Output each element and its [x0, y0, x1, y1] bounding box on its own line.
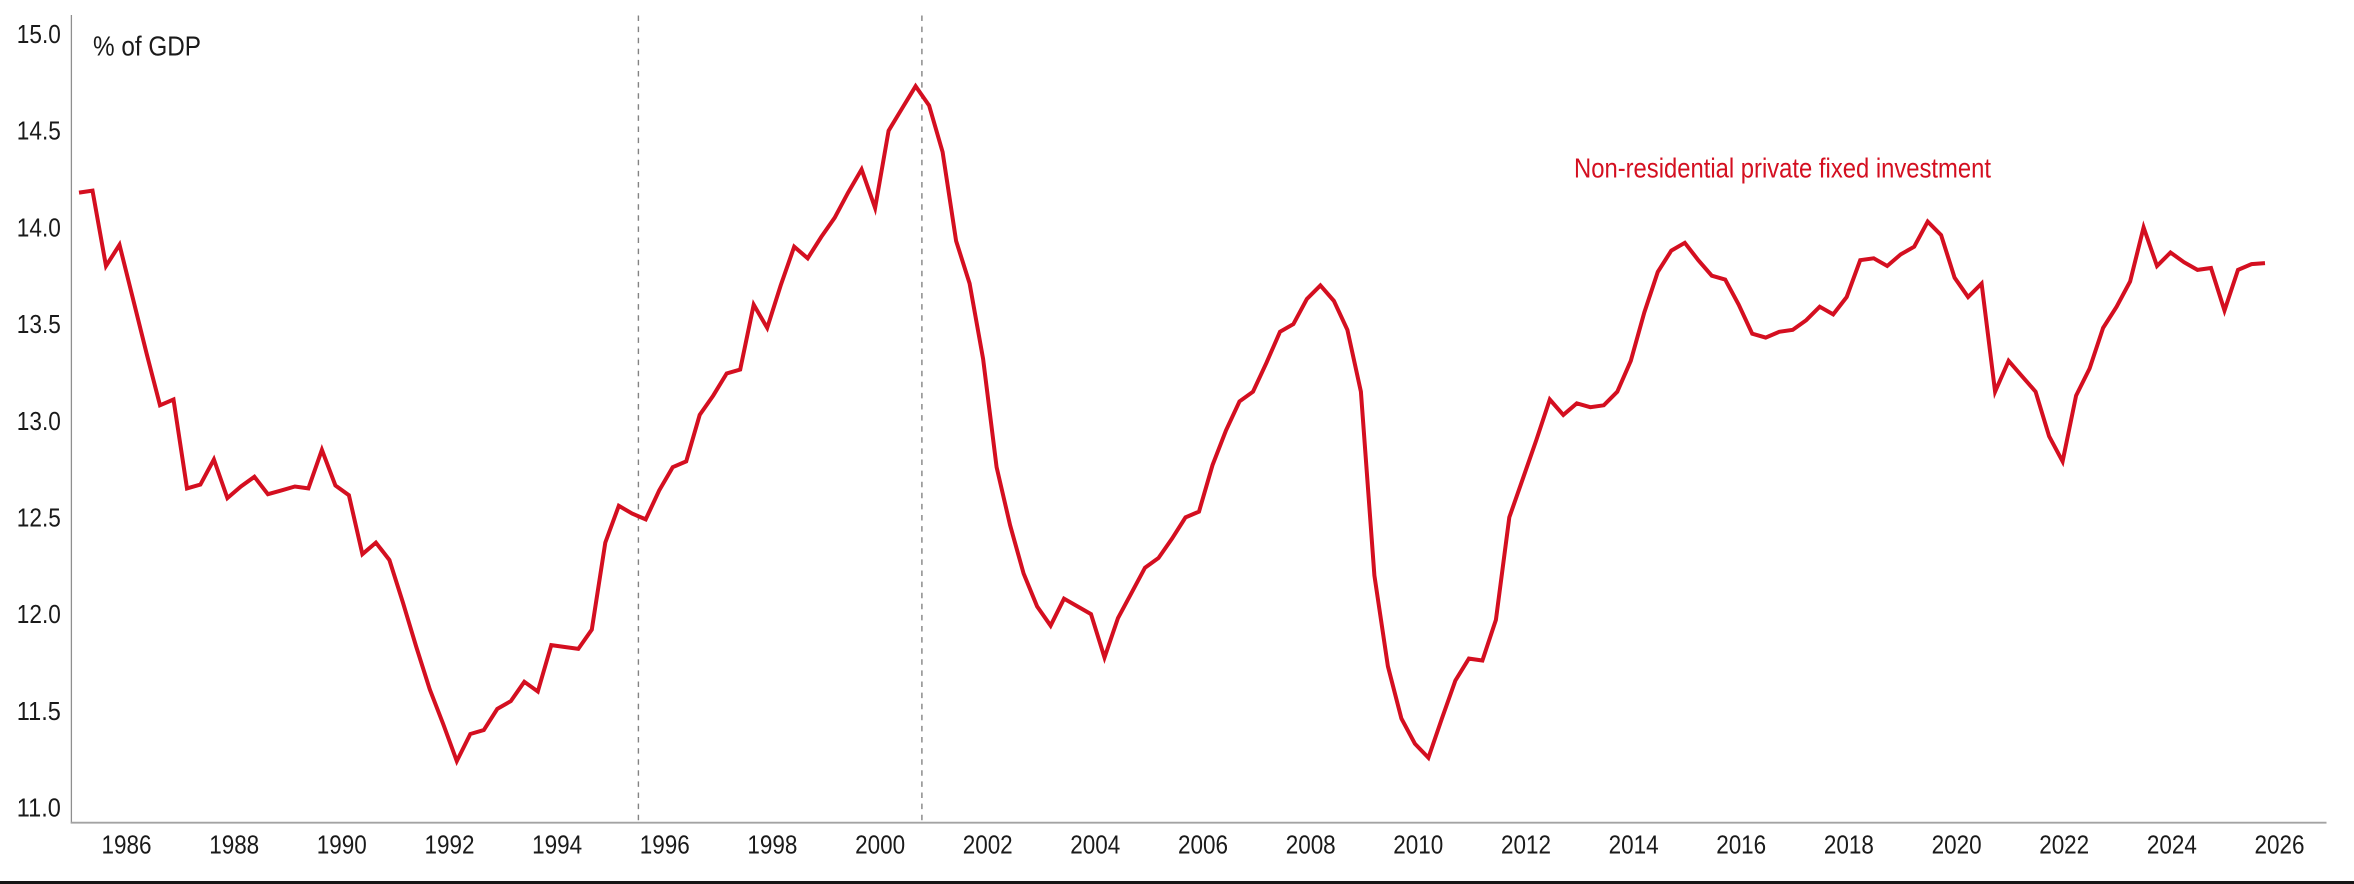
- svg-text:2020: 2020: [1932, 829, 1982, 859]
- svg-text:2016: 2016: [1716, 829, 1766, 859]
- svg-text:11.5: 11.5: [17, 696, 61, 726]
- svg-text:1986: 1986: [102, 829, 152, 859]
- svg-text:2000: 2000: [855, 829, 905, 859]
- svg-text:1998: 1998: [747, 829, 797, 859]
- svg-text:2004: 2004: [1070, 829, 1120, 859]
- svg-text:2022: 2022: [2039, 829, 2089, 859]
- svg-text:1992: 1992: [425, 829, 475, 859]
- svg-text:2024: 2024: [2147, 829, 2197, 859]
- svg-text:2008: 2008: [1286, 829, 1336, 859]
- svg-text:13.0: 13.0: [17, 406, 61, 436]
- svg-text:12.5: 12.5: [17, 503, 61, 533]
- svg-text:1990: 1990: [317, 829, 367, 859]
- svg-text:1994: 1994: [532, 829, 582, 859]
- svg-text:12.0: 12.0: [17, 599, 61, 629]
- svg-text:% of GDP: % of GDP: [93, 31, 201, 62]
- svg-text:2006: 2006: [1178, 829, 1228, 859]
- svg-text:2014: 2014: [1609, 829, 1659, 859]
- svg-text:11.0: 11.0: [17, 793, 61, 823]
- svg-text:1988: 1988: [209, 829, 259, 859]
- svg-text:15.0: 15.0: [17, 19, 61, 49]
- svg-text:Non-residential private fixed: Non-residential private fixed investment: [1574, 153, 1991, 184]
- svg-text:2026: 2026: [2255, 829, 2305, 859]
- svg-text:2002: 2002: [963, 829, 1013, 859]
- svg-text:2018: 2018: [1824, 829, 1874, 859]
- svg-text:13.5: 13.5: [17, 309, 61, 339]
- svg-text:2012: 2012: [1501, 829, 1551, 859]
- svg-text:2010: 2010: [1393, 829, 1443, 859]
- svg-text:14.5: 14.5: [17, 116, 61, 146]
- svg-text:14.0: 14.0: [17, 212, 61, 242]
- svg-text:1996: 1996: [640, 829, 690, 859]
